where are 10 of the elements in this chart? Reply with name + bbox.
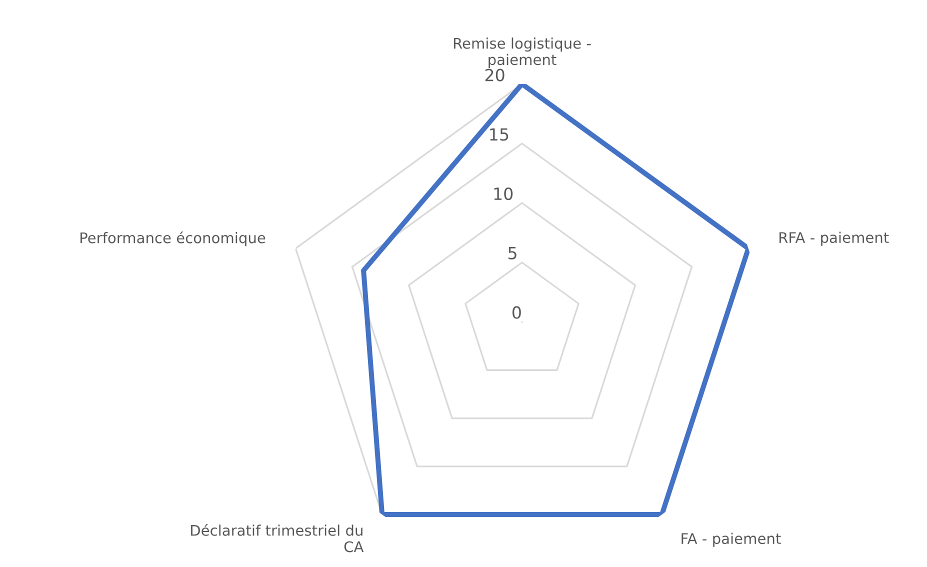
spoke-label: FA - paiement (682, 532, 781, 547)
spoke-label: Déclaratif trimestriel du CA (191, 524, 364, 552)
y-tick-label: 20 (485, 68, 504, 82)
spoke-label: RFA - paiement (780, 232, 889, 246)
y-tick-label: 0 (512, 306, 521, 319)
y-tick-label: 10 (494, 187, 513, 200)
y-tick-label: 15 (490, 128, 508, 141)
spoke-label: Remise logistique - paiement (454, 38, 591, 68)
spoke-label: Performance économique (80, 231, 266, 246)
y-tick-label: 5 (508, 247, 516, 260)
